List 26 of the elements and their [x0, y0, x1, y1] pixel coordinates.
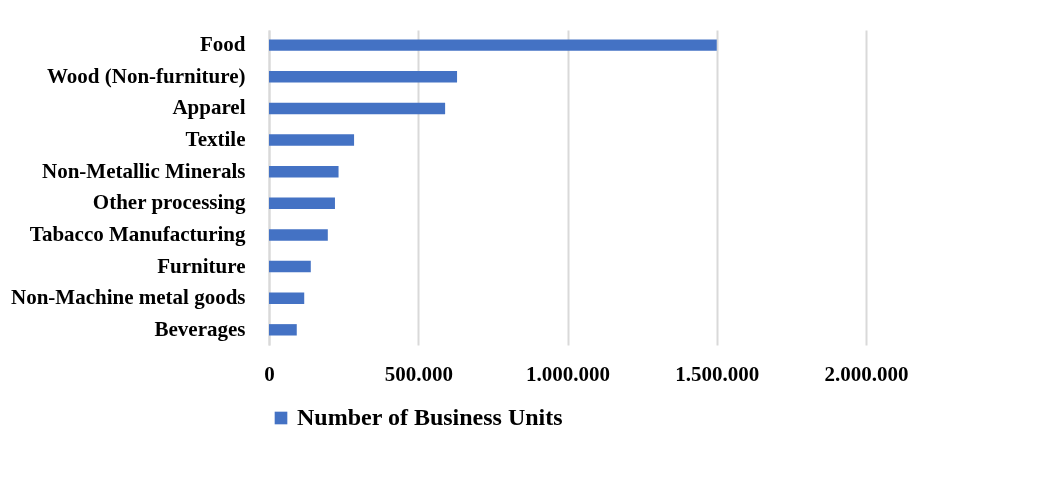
y-tick-label: Furniture	[157, 253, 246, 278]
y-tick-label: Non-Machine metal goods	[11, 285, 246, 310]
x-tick-label: 1.000.000	[526, 361, 610, 386]
y-tick-label: Other processing	[92, 190, 246, 215]
bar	[269, 260, 311, 273]
y-tick-label: Food	[199, 32, 246, 57]
y-tick-label: Apparel	[172, 95, 246, 120]
y-tick-label: Beverages	[154, 316, 246, 341]
y-tick-label: Wood (Non-furniture)	[46, 63, 246, 88]
bar	[269, 134, 355, 146]
x-tick-label: 500.000	[384, 361, 453, 386]
y-tick-label: Tabacco Manufacturing	[29, 221, 246, 246]
x-tick-label: 2.000.000	[824, 361, 909, 386]
bar	[269, 102, 446, 115]
x-tick-label: 1.500.000	[675, 361, 760, 386]
bar	[269, 197, 335, 210]
legend-label: Number of Business Units	[297, 404, 563, 430]
bar	[269, 229, 328, 241]
y-tick-label: Textile	[185, 127, 246, 152]
x-tick-label: 0	[264, 361, 275, 386]
bar	[269, 292, 305, 304]
bar	[269, 165, 339, 178]
bar	[269, 324, 297, 336]
bar	[269, 71, 458, 83]
y-tick-label: Non-Metallic Minerals	[41, 158, 246, 183]
bar	[269, 39, 717, 51]
